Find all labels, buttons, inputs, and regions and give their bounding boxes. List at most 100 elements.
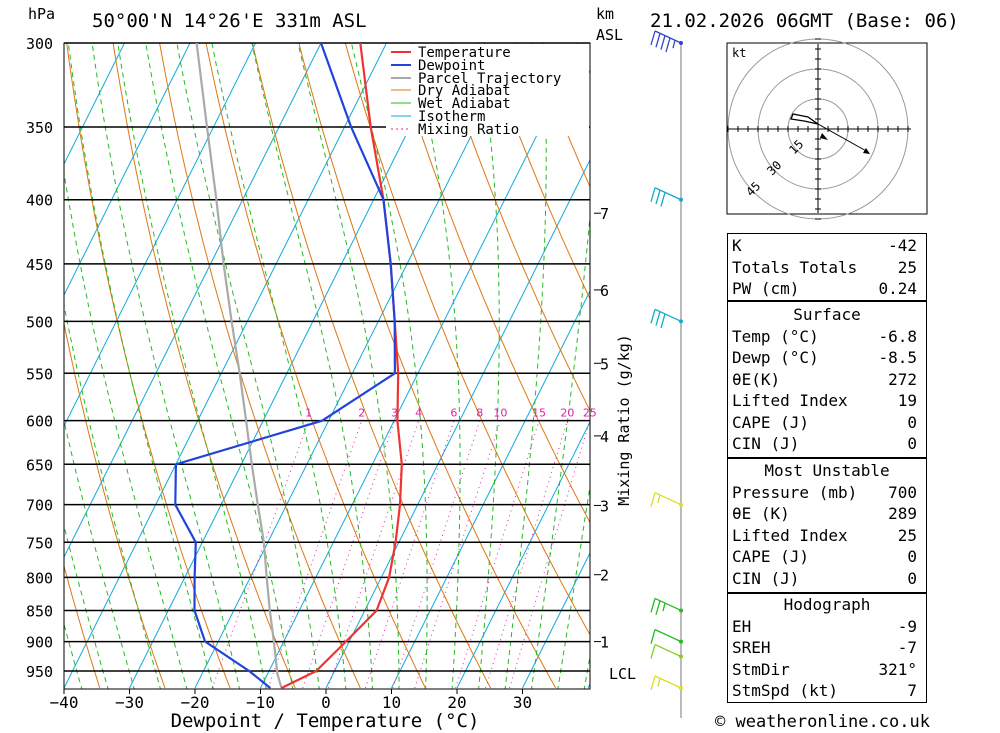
hodograph-unit: kt (732, 46, 746, 60)
mu-theta-row: θE (K) 289 (727, 503, 927, 525)
surface-theta-row: θE(K) 272 (727, 369, 927, 391)
dry-adiabat-line (949, 43, 1000, 688)
mixing-ratio-line (392, 420, 481, 689)
eh-label: EH (732, 616, 752, 636)
wet-adiabat-line (67, 43, 214, 689)
temp-tick-label: −40 (50, 693, 79, 712)
wet-adiabat-line (350, 43, 428, 689)
dry-adiabat-line (64, 564, 101, 689)
mu-li-row: Lifted Index 25 (727, 525, 927, 547)
pressure-tick-label: 700 (26, 497, 53, 515)
mixing-ratio-line (267, 420, 363, 689)
wind-barb-staff (654, 675, 682, 689)
surface-title: Surface (793, 305, 861, 324)
wet-adiabat-line (145, 43, 294, 689)
isotherm-line (64, 43, 322, 559)
pressure-tick-label: 950 (26, 663, 53, 681)
wind-barb-flag (655, 189, 661, 205)
km-tick-label: 2 (600, 567, 609, 585)
km-tick-label: 4 (600, 428, 609, 446)
hodograph-storm-marker (820, 133, 828, 140)
surface-theta-label: θE(K) (732, 369, 781, 389)
mixing-ratio-label: 10 (493, 407, 507, 420)
hodograph: kt 15 30 45 (726, 38, 928, 220)
mixing-ratio-line (327, 420, 420, 689)
mixing-ratio-line (414, 420, 501, 689)
surface-cin-value: 0 (907, 434, 917, 453)
copyright-text: © weatheronline.co.uk (715, 712, 930, 732)
k-row: K -42 (727, 235, 927, 257)
mu-li-label: Lifted Index (732, 525, 848, 545)
wind-barbs (650, 30, 683, 691)
dry-adiabat-line (391, 43, 590, 524)
surface-dewp-value: -8.5 (878, 348, 917, 367)
wet-adiabat-line (176, 43, 320, 689)
pressure-tick-label: 800 (26, 569, 53, 587)
temp-tick-label: −30 (115, 693, 144, 712)
wind-barb-flag (655, 33, 661, 48)
wind-barb-staff (654, 30, 682, 44)
pressure-tick-label: 350 (26, 119, 53, 137)
hodograph-arrowhead (863, 148, 870, 154)
stmspd-value: 7 (907, 681, 917, 700)
wet-adiabat-line (297, 43, 400, 689)
temperature-profile (281, 43, 403, 689)
mu-pressure-label: Pressure (mb) (732, 482, 858, 502)
legend-parcel: Parcel Trajectory (418, 71, 561, 87)
km-tick-label: 3 (600, 497, 609, 515)
mu-theta-label: θE (K) (732, 504, 790, 523)
isotherm-line (64, 43, 256, 428)
surface-cape-label: CAPE (J) (732, 412, 810, 432)
mixing-ratio-label: 8 (476, 407, 483, 420)
mu-cin-value: 0 (907, 568, 917, 588)
wind-barb-flag (650, 187, 656, 202)
mu-cape-label: CAPE (J) (732, 547, 810, 566)
isotherm-line (325, 158, 590, 689)
wind-barb-staff (654, 492, 682, 506)
eh-value: -9 (897, 616, 917, 636)
profile-series (174, 43, 403, 689)
mu-pressure-row: Pressure (mb) 700 (727, 482, 927, 504)
dry-adiabat-line (298, 43, 557, 689)
hodograph-trace (790, 113, 819, 125)
isotherm-line (260, 43, 584, 689)
dry-adiabat-line (995, 43, 1000, 688)
isotherm-line (456, 420, 590, 689)
pw-label: PW (cm) (732, 279, 800, 298)
plot-frame (63, 42, 591, 690)
pressure-isobars (63, 42, 591, 690)
temp-tick-label: −20 (181, 693, 210, 712)
mixing-ratio-line (509, 420, 590, 689)
wind-barb-flag (655, 311, 661, 326)
surface-temp-row: Temp (°C) -6.8 (727, 326, 927, 348)
mixing-ratio-label: 25 (583, 407, 597, 420)
parcel-trajectory (195, 43, 283, 689)
pressure-tick-label: 900 (26, 634, 53, 652)
dewpoint-profile (174, 43, 397, 689)
asl-unit-label: ASL (596, 26, 623, 44)
mu-pressure-value: 700 (888, 482, 917, 502)
mu-cape-row: CAPE (J) 0 (727, 546, 927, 568)
pressure-tick-label: 400 (26, 192, 53, 210)
dry-adiabat-line (205, 43, 426, 689)
surface-box (727, 301, 927, 458)
wind-barb-flag (650, 30, 656, 46)
surface-temp-value: -6.8 (878, 326, 917, 346)
mixing-ratio-label: 15 (532, 407, 546, 420)
wind-barb-half (657, 494, 661, 504)
hpa-unit-label: hPa (28, 5, 55, 23)
lcl-label: LCL (609, 665, 636, 683)
wind-barb-flag (655, 600, 661, 615)
legend-dewpoint: Dewpoint (418, 58, 485, 74)
wind-barb-staff (654, 597, 682, 612)
wet-adiabat-line (531, 210, 590, 689)
wet-adiabat-line (504, 43, 547, 689)
stmspd-row: StmSpd (kt) 7 (727, 680, 927, 702)
height-axis: 1 2 3 4 5 6 7 LCL (594, 43, 682, 718)
mixing-ratio-line (302, 420, 395, 689)
wet-adiabat-line (411, 43, 461, 689)
pressure-tick-label: 600 (26, 413, 53, 431)
surface-table: Surface Temp (°C) -6.8 Dewp (°C) -8.5 θE(K… (727, 304, 927, 455)
mixing-ratio-label: 2 (358, 407, 365, 420)
